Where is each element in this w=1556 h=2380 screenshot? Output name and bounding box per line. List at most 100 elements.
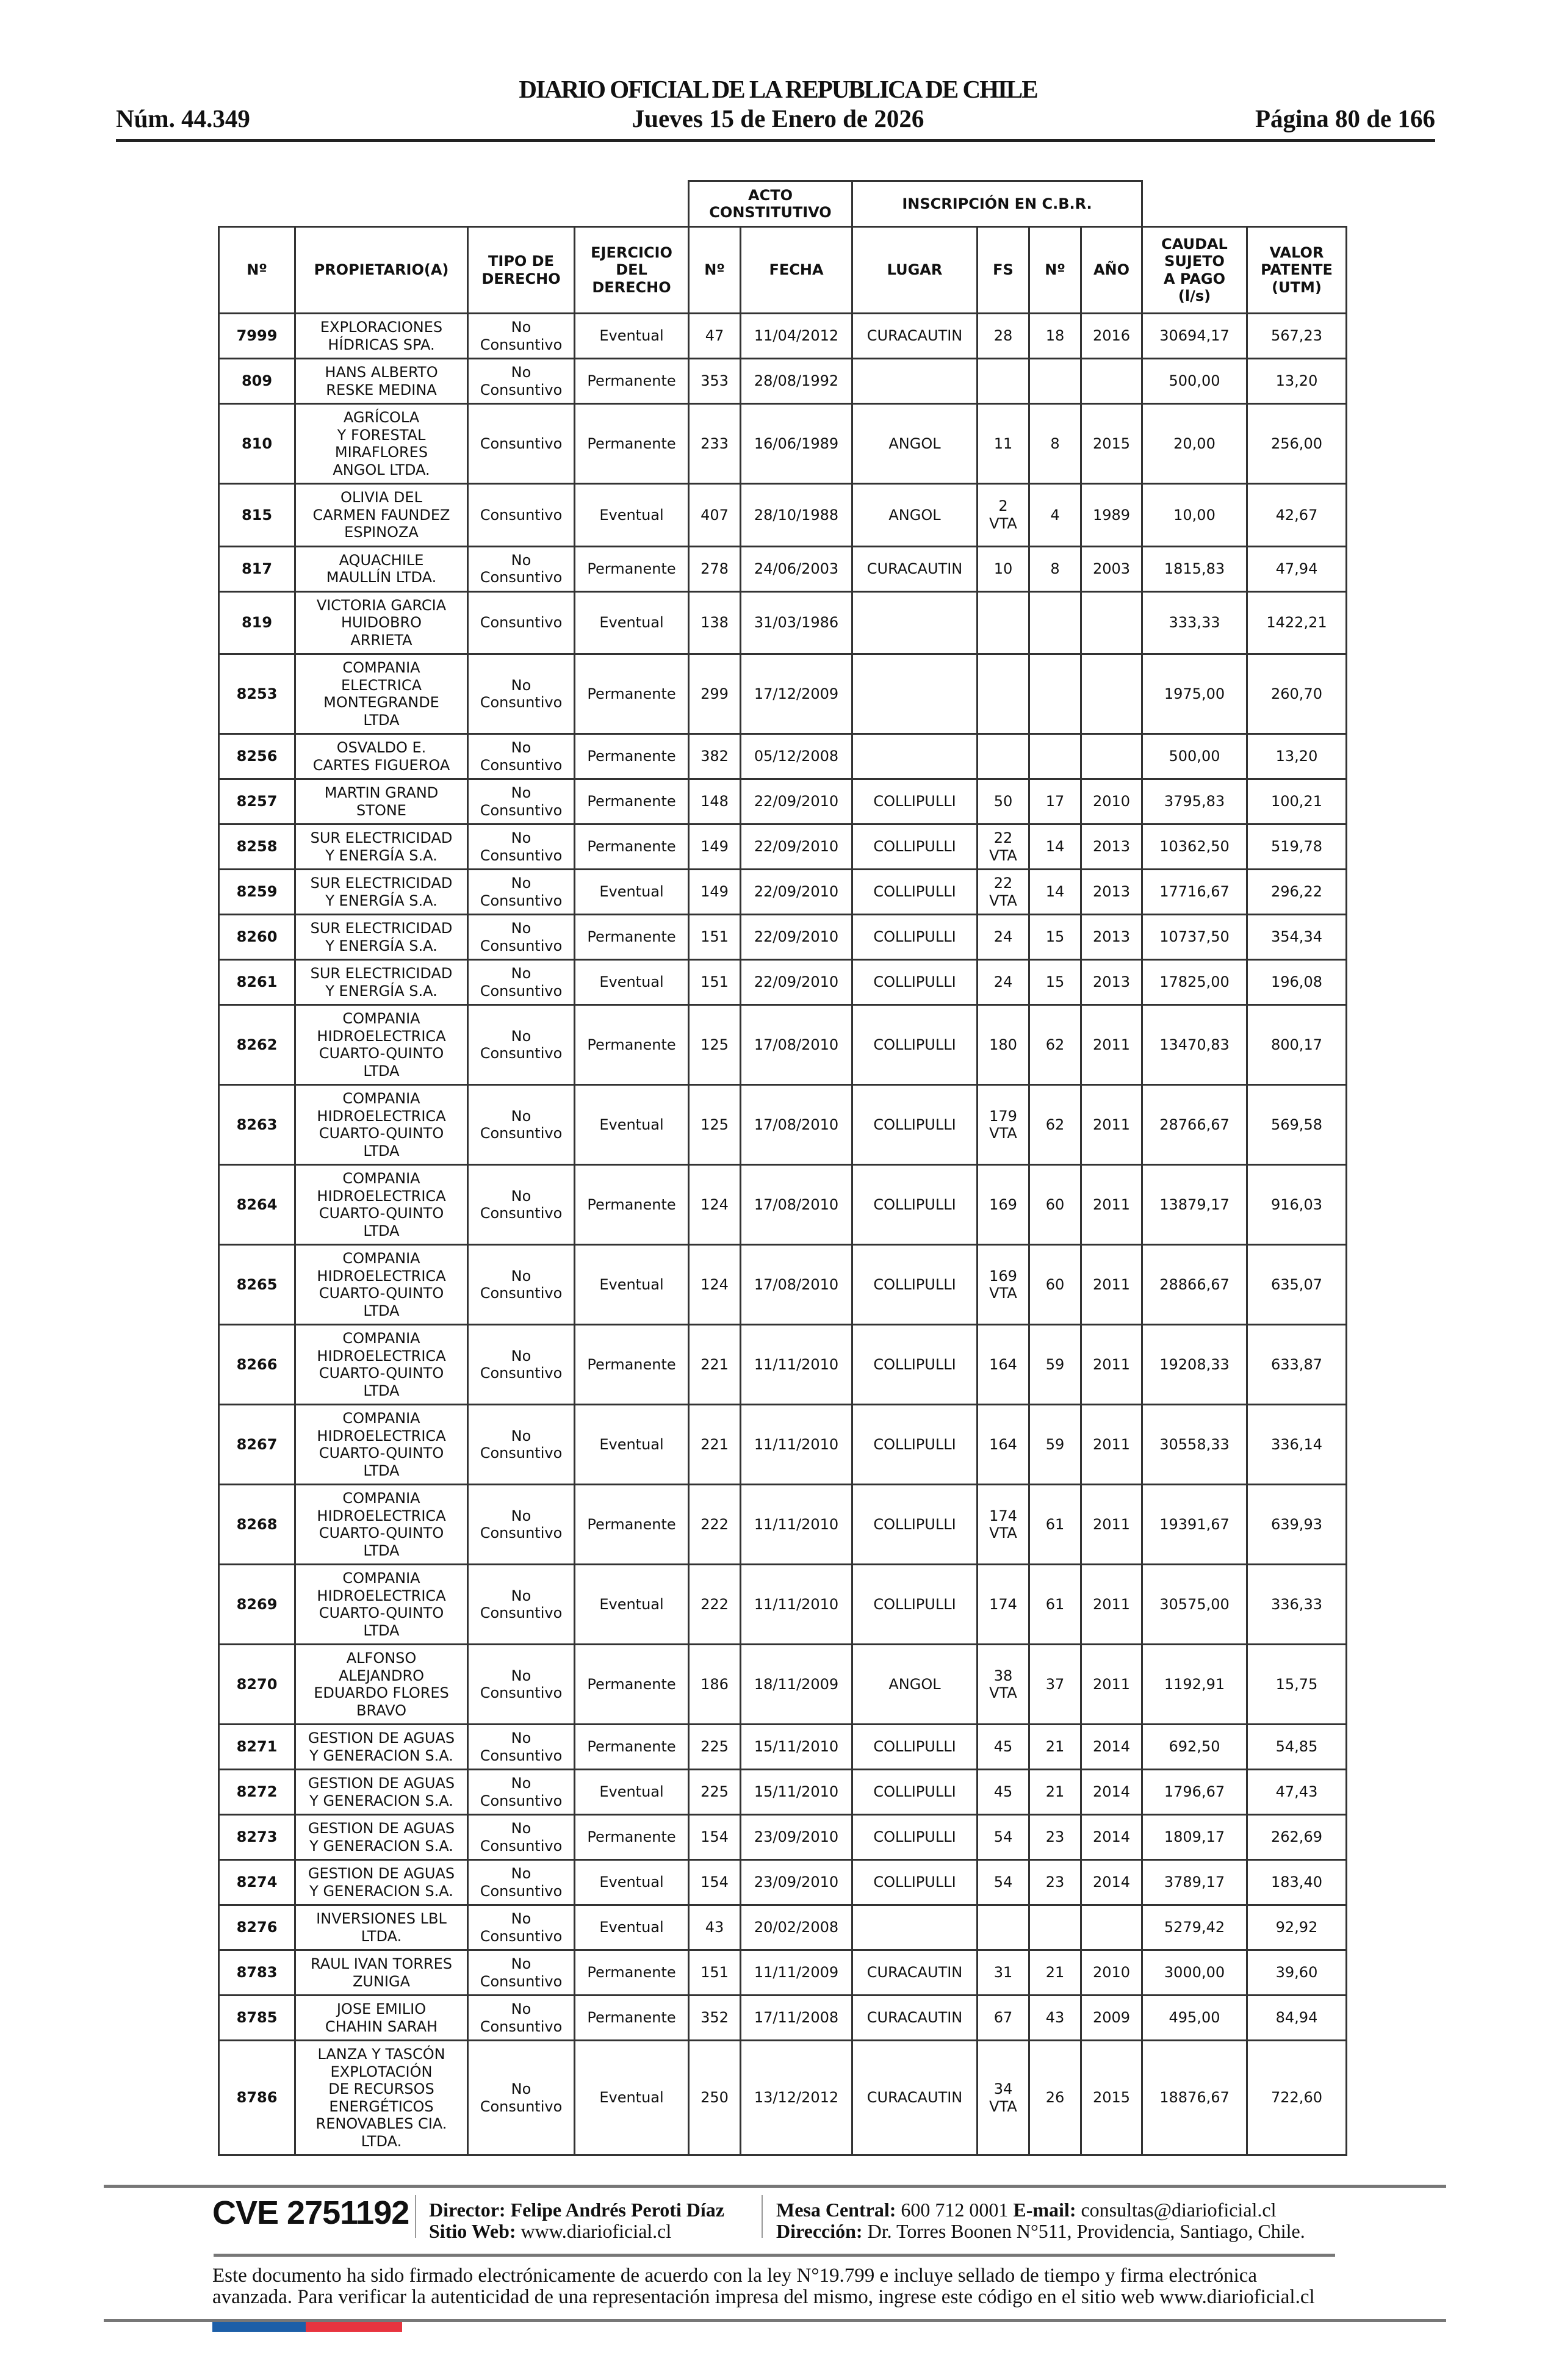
cell-acto-numero: 124 [688, 1244, 741, 1325]
cell-cbr-numero: 60 [1028, 1164, 1082, 1246]
table-row: 8259 SUR ELECTRICIDAD Y ENERGÍA S.A. No Co… [218, 868, 1347, 915]
cell-caudal: 20,00 [1141, 403, 1248, 485]
cell-tipo-derecho: No Consuntivo [467, 1994, 575, 2041]
cell-valor-patente: 569,58 [1246, 1084, 1347, 1166]
cell-tipo-derecho: No Consuntivo [467, 1723, 575, 1770]
cell-cbr-lugar: COLLIPULLI [851, 1769, 978, 1816]
cell-caudal: 692,50 [1141, 1723, 1248, 1770]
cell-acto-fecha: 23/09/2010 [740, 1859, 853, 1906]
cell-cbr-anio [1080, 1904, 1143, 1951]
cell-propietario: MARTIN GRAND STONE [294, 778, 469, 825]
cell-acto-numero: 154 [688, 1814, 741, 1861]
cell-cbr-numero: 62 [1028, 1004, 1082, 1086]
cell-cbr-lugar: COLLIPULLI [851, 1324, 978, 1405]
column-header-tipo-derecho: TIPO DE DERECHO [467, 226, 575, 314]
cell-cbr-lugar: ANGOL [851, 403, 978, 485]
cell-caudal: 1975,00 [1141, 653, 1248, 735]
table-row: 8785 JOSE EMILIO CHAHIN SARAH No Consuntiv… [218, 1994, 1347, 2041]
cell-numero: 8267 [218, 1404, 296, 1485]
cell-tipo-derecho: No Consuntivo [467, 358, 575, 405]
cell-caudal: 18876,67 [1141, 2039, 1248, 2156]
cell-numero: 8276 [218, 1904, 296, 1951]
cell-ejercicio-derecho: Permanente [574, 1643, 690, 1725]
email-label: E-mail: [1013, 2199, 1076, 2221]
column-header-ejercicio-derecho: EJERCICIO DEL DERECHO [574, 226, 690, 314]
cell-cbr-lugar: ANGOL [851, 1643, 978, 1725]
table-row: 815 OLIVIA DEL CARMEN FAUNDEZ ESPINOZA Con… [218, 483, 1347, 547]
email-link[interactable]: consultas@diarioficial.cl [1081, 2199, 1277, 2221]
cell-acto-numero: 148 [688, 778, 741, 825]
cell-ejercicio-derecho: Eventual [574, 1904, 690, 1951]
cell-cbr-numero: 43 [1028, 1994, 1082, 2041]
cell-valor-patente: 633,87 [1246, 1324, 1347, 1405]
cell-valor-patente: 13,20 [1246, 733, 1347, 780]
cell-propietario: COMPANIA HIDROELECTRICA CUARTO-QUINTO LT… [294, 1484, 469, 1565]
footer-divider [214, 2254, 1335, 2257]
cell-cbr-fs: 24 [976, 959, 1030, 1006]
cell-cbr-fs [976, 590, 1030, 655]
cell-cbr-anio: 2011 [1080, 1643, 1143, 1725]
table-row: 8253 COMPANIA ELECTRICA MONTEGRANDE LTDA N… [218, 653, 1347, 735]
cell-cbr-anio: 2015 [1080, 403, 1143, 485]
cell-valor-patente: 15,75 [1246, 1643, 1347, 1725]
cell-acto-numero: 407 [688, 483, 741, 547]
group-header-acto-constitutivo: ACTO CONSTITUTIVO [688, 180, 853, 228]
cell-propietario: LANZA Y TASCÓN EXPLOTACIÓN DE RECURSOS E… [294, 2039, 469, 2156]
cell-ejercicio-derecho: Eventual [574, 1084, 690, 1166]
cell-cbr-fs: 22 VTA [976, 823, 1030, 870]
cell-cbr-lugar [851, 358, 978, 405]
cell-cbr-anio: 2013 [1080, 959, 1143, 1006]
table-row: 8268 COMPANIA HIDROELECTRICA CUARTO-QUINT… [218, 1484, 1347, 1565]
cell-valor-patente: 196,08 [1246, 959, 1347, 1006]
column-header-cbr-fs: FS [976, 226, 1030, 314]
cell-valor-patente: 296,22 [1246, 868, 1347, 915]
cell-tipo-derecho: No Consuntivo [467, 312, 575, 359]
cell-cbr-lugar: COLLIPULLI [851, 1814, 978, 1861]
table-row: 8260 SUR ELECTRICIDAD Y ENERGÍA S.A. No Co… [218, 914, 1347, 961]
cell-caudal: 3789,17 [1141, 1859, 1248, 1906]
table-row: 8269 COMPANIA HIDROELECTRICA CUARTO-QUINT… [218, 1563, 1347, 1645]
cell-ejercicio-derecho: Eventual [574, 959, 690, 1006]
column-header-cbr-lugar: LUGAR [851, 226, 978, 314]
website-link[interactable]: www.diarioficial.cl [520, 2220, 672, 2242]
cell-ejercicio-derecho: Eventual [574, 1563, 690, 1645]
cell-caudal: 3795,83 [1141, 778, 1248, 825]
cell-acto-fecha: 11/11/2009 [740, 1949, 853, 1996]
cell-cbr-lugar: COLLIPULLI [851, 868, 978, 915]
cell-acto-fecha: 11/11/2010 [740, 1484, 853, 1565]
cell-valor-patente: 262,69 [1246, 1814, 1347, 1861]
cell-cbr-fs: 45 [976, 1769, 1030, 1816]
cell-tipo-derecho: No Consuntivo [467, 1324, 575, 1405]
cell-ejercicio-derecho: Permanente [574, 823, 690, 870]
cell-valor-patente: 639,93 [1246, 1484, 1347, 1565]
cell-valor-patente: 354,34 [1246, 914, 1347, 961]
cell-caudal: 10,00 [1141, 483, 1248, 547]
cell-cbr-numero: 61 [1028, 1484, 1082, 1565]
cell-ejercicio-derecho: Permanente [574, 1324, 690, 1405]
cell-tipo-derecho: No Consuntivo [467, 1164, 575, 1246]
cell-numero: 8264 [218, 1164, 296, 1246]
column-header-acto-numero: Nº [688, 226, 741, 314]
cell-tipo-derecho: No Consuntivo [467, 2039, 575, 2156]
cell-valor-patente: 1422,21 [1246, 590, 1347, 655]
cell-cbr-anio: 2011 [1080, 1164, 1143, 1246]
cell-propietario: JOSE EMILIO CHAHIN SARAH [294, 1994, 469, 2041]
cell-propietario: AQUACHILE MAULLÍN LTDA. [294, 545, 469, 593]
column-header-acto-fecha: FECHA [740, 226, 853, 314]
cell-caudal: 333,33 [1141, 590, 1248, 655]
table-row: 8257 MARTIN GRAND STONE No Consuntivo Perma… [218, 778, 1347, 825]
cell-acto-fecha: 11/11/2010 [740, 1563, 853, 1645]
cell-valor-patente: 100,21 [1246, 778, 1347, 825]
cell-acto-fecha: 15/11/2010 [740, 1723, 853, 1770]
cell-numero: 817 [218, 545, 296, 593]
cell-ejercicio-derecho: Eventual [574, 590, 690, 655]
cell-propietario: SUR ELECTRICIDAD Y ENERGÍA S.A. [294, 914, 469, 961]
cell-acto-fecha: 11/04/2012 [740, 312, 853, 359]
cell-cbr-numero: 15 [1028, 959, 1082, 1006]
cell-cbr-numero: 21 [1028, 1769, 1082, 1816]
cell-cbr-anio [1080, 358, 1143, 405]
cell-acto-fecha: 16/06/1989 [740, 403, 853, 485]
cell-acto-numero: 221 [688, 1404, 741, 1485]
cell-propietario: SUR ELECTRICIDAD Y ENERGÍA S.A. [294, 959, 469, 1006]
cell-numero: 8266 [218, 1324, 296, 1405]
